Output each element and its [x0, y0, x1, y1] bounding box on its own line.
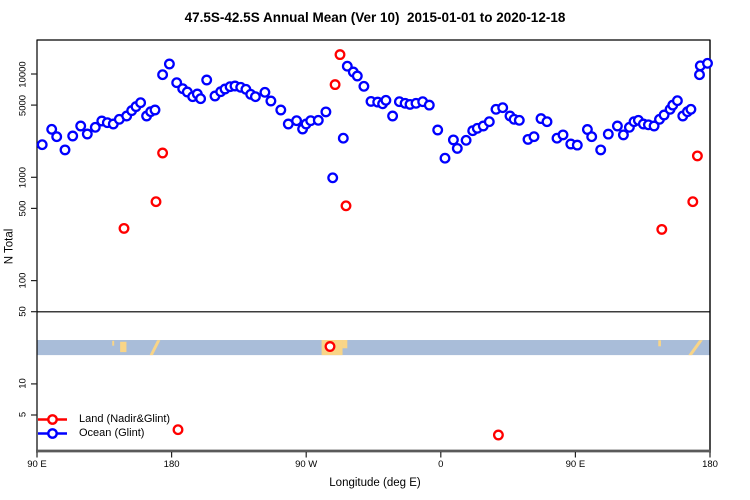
ocean-point: [541, 116, 553, 128]
ocean-point: [195, 93, 207, 105]
ocean-point: [351, 70, 363, 82]
y-tick-label: 5000: [17, 94, 29, 116]
ocean-point: [75, 120, 87, 132]
ocean-point: [51, 131, 63, 143]
y-tick-label: 50: [17, 306, 29, 317]
ocean-point: [611, 120, 623, 132]
land-legend-marker-icon: [38, 413, 67, 425]
land-point: [334, 49, 346, 61]
ocean-point: [249, 91, 261, 103]
ocean-point: [380, 94, 392, 106]
ocean-point: [602, 128, 614, 140]
legend-label-ocean: Ocean (Glint): [79, 427, 145, 439]
ocean-point: [265, 95, 277, 107]
ocean-point: [497, 102, 509, 114]
legend-circle: [47, 413, 58, 425]
ocean-point: [513, 114, 525, 126]
ocean-point: [312, 114, 324, 126]
ocean-point: [67, 130, 79, 142]
x-tick-label: 90 E: [565, 459, 586, 470]
ocean-point: [36, 139, 48, 151]
legend: Land (Nadir&Glint) Ocean (Glint): [36, 412, 170, 440]
chart-title: 47.5S-42.5S Annual Mean (Ver 10) 2015-01…: [184, 10, 566, 25]
ocean-point: [163, 58, 175, 70]
map-band-land-tasmania: [120, 341, 127, 353]
land-point: [656, 223, 668, 235]
ocean-point: [451, 142, 463, 154]
ocean-legend-marker-icon: [38, 427, 67, 439]
x-tick-label: 180: [163, 459, 180, 470]
ocean-point: [557, 129, 569, 141]
land-point: [691, 150, 703, 162]
ocean-point: [327, 172, 339, 184]
land-point: [172, 424, 184, 436]
land-point: [329, 79, 341, 91]
map-band-land-patagonia-east: [342, 340, 348, 349]
land-point: [324, 341, 336, 352]
ocean-point: [387, 110, 399, 122]
ocean-point: [483, 116, 495, 128]
ocean-point: [571, 139, 583, 151]
ocean-point: [423, 99, 435, 111]
ocean-point: [157, 69, 169, 81]
ocean-point: [89, 121, 101, 133]
ocean-point: [702, 57, 713, 69]
land-point: [150, 196, 162, 208]
y-tick-label: 5: [17, 412, 29, 418]
land-point: [687, 196, 699, 208]
map-band-land-tasmania-2: [658, 340, 661, 347]
map-band-land-new-zealand: [149, 340, 161, 356]
ocean-point: [135, 97, 147, 109]
ocean-point: [447, 134, 459, 146]
land-point: [492, 429, 504, 441]
ocean-point: [685, 103, 697, 115]
ocean-point: [694, 69, 705, 81]
land-point: [340, 200, 352, 212]
ocean-point: [586, 131, 598, 143]
ocean-point: [81, 128, 93, 140]
x-tick-label: 180: [702, 459, 718, 470]
ocean-point: [432, 124, 444, 136]
ocean-point: [337, 132, 349, 144]
legend-label-land: Land (Nadir&Glint): [79, 413, 171, 425]
land-point: [157, 147, 169, 159]
ocean-point: [617, 129, 629, 141]
ocean-point: [201, 74, 213, 86]
x-axis-label: Longitude (deg E): [329, 477, 421, 489]
legend-item-land: Land (Nadir&Glint): [36, 412, 170, 426]
ocean-point: [149, 104, 161, 116]
ocean-point: [460, 134, 472, 146]
ocean-point: [528, 131, 540, 143]
land-point: [118, 222, 130, 234]
ocean-point: [320, 106, 332, 118]
map-band-land-land-speck-1: [112, 340, 115, 346]
legend-circle: [47, 427, 58, 439]
ocean-point: [291, 115, 303, 127]
x-tick-label: 90 W: [295, 459, 318, 470]
ocean-point: [275, 104, 287, 116]
ocean-point: [46, 123, 58, 135]
ocean-point: [358, 80, 370, 92]
ocean-point: [595, 144, 607, 156]
ocean-point: [648, 120, 660, 132]
y-tick-label: 500: [17, 200, 29, 217]
ocean-point: [59, 144, 71, 156]
ocean-point: [439, 152, 451, 164]
x-tick-label: 90 E: [27, 459, 47, 470]
map-band-ocean: [37, 340, 710, 356]
legend-item-ocean: Ocean (Glint): [36, 426, 170, 440]
map-band-land-new-zealand-2: [688, 340, 703, 356]
ocean-point: [671, 95, 683, 107]
ocean-point: [259, 86, 271, 98]
x-tick-label: 0: [438, 459, 444, 470]
